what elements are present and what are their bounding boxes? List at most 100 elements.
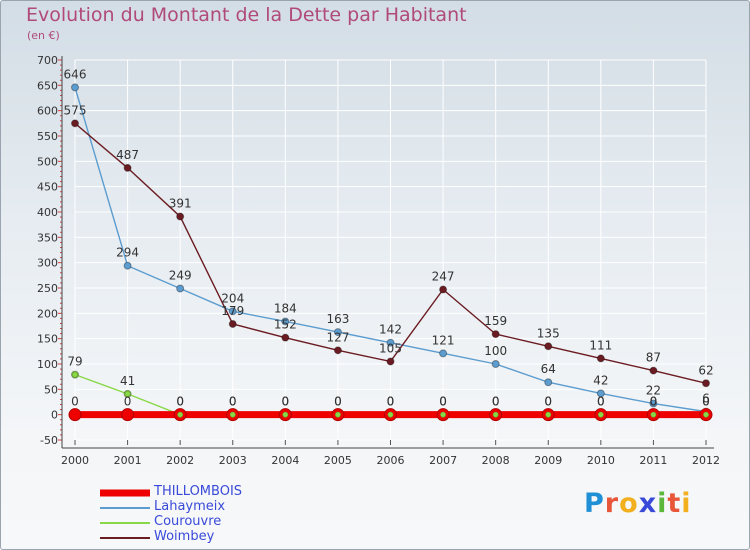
data-label-woimbey: 111 <box>589 338 612 352</box>
y-tick-label: 650 <box>37 79 58 92</box>
data-point-woimbey <box>491 330 500 339</box>
data-label-woimbey: 159 <box>484 314 507 328</box>
data-label-lahaymeix: 22 <box>646 384 661 398</box>
x-tick-label: 2009 <box>534 454 562 467</box>
data-label-thillombois: 0 <box>702 395 710 409</box>
y-tick-label: 200 <box>37 307 58 320</box>
data-point-courouvre-top <box>387 411 394 418</box>
legend-label-woimbey: Woimbey <box>154 529 215 544</box>
data-point-lahaymeix <box>386 338 395 347</box>
proxiti-logo: Proxiti <box>584 488 692 519</box>
x-tick-label: 2001 <box>114 454 142 467</box>
data-label-woimbey: 179 <box>221 304 244 318</box>
data-label-thillombois: 0 <box>492 395 500 409</box>
data-label-thillombois: 0 <box>282 395 290 409</box>
y-tick-label: 350 <box>37 231 58 244</box>
data-point-lahaymeix <box>491 360 500 368</box>
data-label-courouvre: 0 <box>387 395 395 409</box>
x-tick-label: 2002 <box>166 454 194 467</box>
data-label-thillombois: 0 <box>176 395 184 409</box>
data-point-woimbey <box>596 354 605 363</box>
y-tick-label: 100 <box>37 358 58 371</box>
y-tick-label: 250 <box>37 282 58 295</box>
y-tick-label: 450 <box>37 181 58 194</box>
data-label-lahaymeix: 6 <box>702 392 710 406</box>
data-point-woimbey <box>333 346 342 355</box>
data-label-thillombois: 0 <box>229 395 237 409</box>
x-tick-label: 2008 <box>482 454 510 467</box>
data-label-courouvre: 0 <box>492 395 500 409</box>
logo-letter: t <box>667 488 682 519</box>
data-label-lahaymeix: 142 <box>379 323 402 337</box>
data-label-thillombois: 0 <box>544 395 552 409</box>
y-tick-label: 50 <box>44 383 58 396</box>
data-point-thillombois <box>121 408 135 422</box>
y-tick-label: 150 <box>37 333 58 346</box>
x-tick-label: 2003 <box>219 454 247 467</box>
data-point-courouvre-top <box>282 411 289 418</box>
data-point-courouvre-top <box>124 390 131 397</box>
y-tick-label: -50 <box>40 434 58 447</box>
data-label-thillombois: 0 <box>124 395 132 409</box>
data-label-courouvre: 0 <box>702 395 710 409</box>
data-label-woimbey: 247 <box>432 270 455 284</box>
data-label-woimbey: 575 <box>64 103 87 117</box>
data-label-thillombois: 0 <box>597 395 605 409</box>
data-label-woimbey: 87 <box>646 351 661 365</box>
data-point-lahaymeix <box>596 389 605 398</box>
y-tick-label: 0 <box>51 409 58 422</box>
data-point-courouvre-top <box>440 411 446 418</box>
data-point-lahaymeix <box>281 317 290 326</box>
data-label-woimbey: 105 <box>379 341 402 355</box>
data-label-lahaymeix: 249 <box>169 269 192 283</box>
logo-letter: o <box>619 488 639 519</box>
data-point-courouvre-top <box>650 411 657 418</box>
x-tick-label: 2000 <box>61 454 89 467</box>
data-label-thillombois: 0 <box>71 395 79 409</box>
data-point-courouvre-top <box>703 411 709 418</box>
data-point-courouvre-top <box>492 411 499 418</box>
data-point-lahaymeix <box>439 349 448 358</box>
data-label-lahaymeix: 64 <box>541 362 556 376</box>
data-label-lahaymeix: 294 <box>116 246 139 260</box>
data-point-lahaymeix <box>176 284 185 293</box>
data-label-courouvre: 0 <box>439 395 447 409</box>
data-label-lahaymeix: 204 <box>221 291 244 305</box>
data-label-woimbey: 127 <box>326 330 349 344</box>
x-tick-label: 2010 <box>587 454 615 467</box>
data-point-lahaymeix <box>228 307 237 316</box>
data-label-lahaymeix: 646 <box>64 67 87 81</box>
data-point-woimbey <box>544 342 553 351</box>
data-label-woimbey: 135 <box>537 326 560 340</box>
data-label-woimbey: 62 <box>698 363 713 377</box>
data-label-courouvre: 41 <box>120 374 135 388</box>
y-tick-label: 550 <box>37 130 58 143</box>
data-point-woimbey <box>386 357 395 366</box>
y-tick-label: 400 <box>37 206 58 219</box>
logo-letter: x <box>638 488 658 519</box>
y-tick-label: 500 <box>37 155 58 168</box>
data-point-woimbey <box>439 285 448 294</box>
data-point-lahaymeix <box>333 328 342 337</box>
data-label-courouvre: 0 <box>597 395 605 409</box>
data-point-woimbey <box>176 212 185 221</box>
data-point-woimbey <box>281 333 290 342</box>
data-point-courouvre-top <box>597 411 604 418</box>
data-point-woimbey <box>649 366 658 375</box>
data-label-lahaymeix: 121 <box>432 333 455 347</box>
x-tick-label: 2006 <box>377 454 405 467</box>
x-tick-label: 2011 <box>639 454 667 467</box>
data-point-courouvre-top <box>72 371 78 378</box>
data-label-lahaymeix: 42 <box>593 373 608 387</box>
data-point-lahaymeix <box>544 378 553 387</box>
logo-letter: r <box>604 488 620 519</box>
data-label-woimbey: 487 <box>116 148 139 162</box>
data-label-courouvre: 79 <box>67 355 82 369</box>
grid-layer <box>74 59 707 441</box>
legend-label-thillombois: THILLOMBOIS <box>154 484 243 499</box>
data-point-courouvre-top <box>229 411 236 418</box>
data-point-thillombois <box>68 408 82 422</box>
chart-unit-label: (en €) <box>27 29 60 42</box>
data-point-lahaymeix <box>123 261 132 270</box>
data-label-courouvre: 0 <box>176 395 184 409</box>
